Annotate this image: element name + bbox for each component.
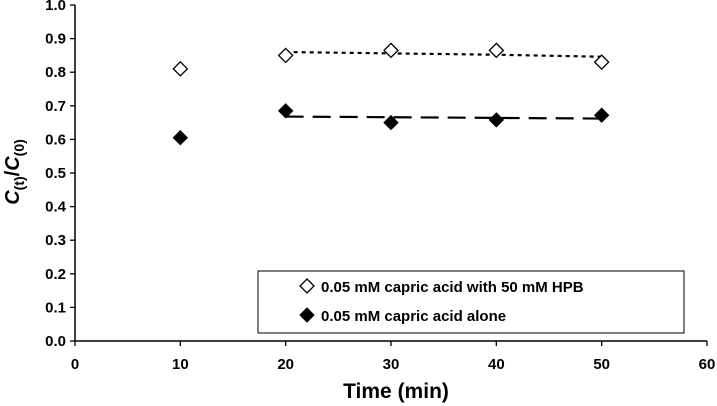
y-axis-title-slash: / [2,170,24,176]
y-axis-title-c2: C [2,156,24,171]
y-axis-title: C(t)/C(0) [2,139,27,205]
y-tick-label: 0.9 [45,31,66,48]
legend-label-series-2: 0.05 mM capric acid alone [321,308,506,325]
x-tick-label: 30 [383,356,400,373]
trendline-series-1 [285,50,602,58]
x-tick-label: 40 [488,356,505,373]
y-tick-label: 0.5 [45,165,66,182]
trendline-series-2 [285,115,602,120]
trendlines [285,50,602,120]
legend-box [257,270,685,334]
x-tick-label: 60 [699,356,716,373]
x-tick-labels: 0 10 20 30 40 50 60 [71,356,716,373]
legend-open-diamond-marker [299,278,315,294]
x-tick-label: 0 [71,356,79,373]
x-tick-label: 20 [277,356,294,373]
legend: 0.05 mM capric acid with 50 mM HPB 0.05 … [257,270,685,334]
y-tick-label: 0.6 [45,131,66,148]
y-tick-label: 0.1 [45,299,66,316]
y-tick-label: 1.0 [45,0,66,14]
x-tick-label: 50 [593,356,610,373]
y-tick-label: 0.0 [45,333,66,350]
x-tick-label: 10 [172,356,189,373]
data-point-series-1 [383,42,399,59]
legend-label-series-1: 0.05 mM capric acid with 50 mM HPB [321,279,584,296]
data-markers [172,42,610,146]
data-point-series-1 [172,60,189,77]
y-tick-label: 0.7 [45,98,66,115]
data-point-series-2 [593,107,610,123]
data-point-series-2 [383,114,399,131]
y-tick-labels: 0.0 0.1 0.2 0.3 0.4 0.5 0.6 0.7 0.8 0.9 1.0 [45,0,67,350]
data-point-series-1 [593,54,610,71]
y-tick-label: 0.3 [45,232,66,249]
data-point-series-1 [277,47,294,64]
y-tick-label: 0.4 [45,199,67,216]
data-point-series-2 [488,112,505,128]
y-axis-title-sub1: (t) [11,176,27,190]
y-axis-title-c1: C [2,190,24,205]
axis-ticks [70,4,708,346]
y-tick-label: 0.2 [45,266,66,283]
y-axis-title-sub2: (0) [11,139,27,156]
data-point-series-2 [172,130,189,146]
y-tick-label: 0.8 [45,64,66,81]
legend-filled-diamond-marker [299,307,315,323]
data-point-series-1 [488,42,505,59]
data-point-series-2 [277,103,294,119]
x-axis-title: Time (min) [343,380,449,403]
